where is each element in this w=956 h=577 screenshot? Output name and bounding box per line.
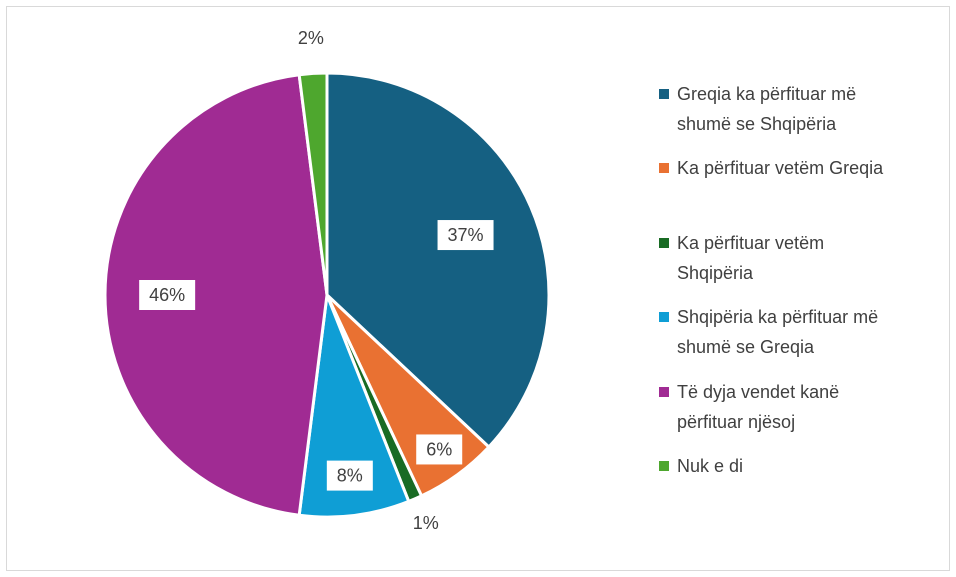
data-label-5: 46% bbox=[139, 280, 196, 310]
legend-item-1: Greqia ka përfituar më shumë se Shqipëria bbox=[659, 84, 856, 134]
legend-label: Nuk e di bbox=[677, 456, 743, 476]
pie-slice-1 bbox=[325, 71, 551, 449]
data-label-3: 1% bbox=[413, 513, 439, 533]
legend-label: Ka përfituar vetëm bbox=[677, 233, 824, 253]
legend-label: shumë se Shqipëria bbox=[677, 114, 837, 134]
data-label-box bbox=[326, 460, 373, 491]
legend-swatch bbox=[659, 163, 669, 173]
legend-label: shumë se Greqia bbox=[677, 337, 815, 357]
data-label-text: 2% bbox=[298, 28, 324, 48]
data-label-box bbox=[139, 280, 196, 310]
legend-item-6: Nuk e di bbox=[659, 456, 743, 476]
pie-slice-6 bbox=[297, 71, 329, 297]
data-label-4: 8% bbox=[326, 460, 373, 491]
data-label-6: 2% bbox=[298, 28, 324, 48]
data-label-box bbox=[416, 434, 463, 465]
data-label-text: 8% bbox=[337, 466, 363, 486]
legend-swatch bbox=[659, 312, 669, 322]
legend-item-4: Shqipëria ka përfituar më shumë se Greqia bbox=[659, 307, 878, 357]
data-label-1: 37% bbox=[437, 220, 494, 251]
legend-label: Greqia ka përfituar më bbox=[677, 84, 856, 104]
legend-swatch bbox=[659, 461, 669, 471]
legend-label: Ka përfituar vetëm Greqia bbox=[677, 158, 884, 178]
legend-label: Shqipëria ka përfituar më bbox=[677, 307, 878, 327]
legend-swatch bbox=[659, 238, 669, 248]
legend-item-5: Të dyja vendet kanë përfituar njësoj bbox=[659, 382, 839, 432]
legend-label: Të dyja vendet kanë bbox=[677, 382, 839, 402]
legend-item-2: Ka përfituar vetëm Greqia bbox=[659, 158, 884, 178]
data-label-text: 1% bbox=[413, 513, 439, 533]
data-label-text: 37% bbox=[448, 225, 484, 245]
pie-slice-4 bbox=[297, 293, 411, 519]
legend-swatch bbox=[659, 387, 669, 397]
data-labels: 37% 6% 1% 8% 46% 2% bbox=[139, 28, 494, 533]
data-label-text: 46% bbox=[149, 285, 185, 305]
data-label-2: 6% bbox=[416, 434, 463, 465]
data-label-box bbox=[437, 220, 494, 251]
legend: Greqia ka përfituar më shumë se Shqipëria… bbox=[659, 84, 884, 476]
pie-slice-5 bbox=[103, 73, 329, 517]
legend-item-3: Ka përfituar vetëm Shqipëria bbox=[659, 233, 824, 283]
data-label-text: 6% bbox=[426, 439, 452, 459]
legend-label: Shqipëria bbox=[677, 263, 754, 283]
legend-label: përfituar njësoj bbox=[677, 412, 795, 432]
legend-swatch bbox=[659, 89, 669, 99]
pie-slices bbox=[103, 71, 551, 519]
